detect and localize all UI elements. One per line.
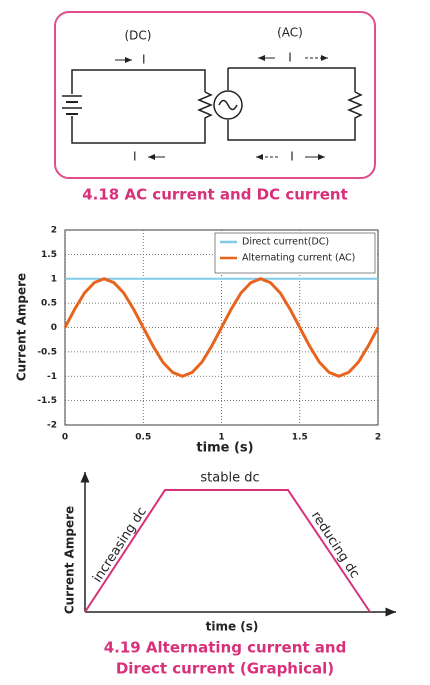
chart: -2 -1.5 -1 -0.5 0 0.5 1 1.5 2 0 0.5 1 1.5 2 Direct cur… (37, 226, 381, 443)
segment-label: reducing dc (308, 509, 362, 581)
segment-label: increasing dc (90, 505, 150, 586)
y-tick-label: 0.5 (41, 299, 57, 309)
current-label: I (290, 150, 294, 164)
figure-caption: 4.19 Alternating current and (104, 639, 347, 657)
figure-frame (54, 11, 376, 179)
dc-label: (DC) (125, 29, 152, 43)
y-axis-label: Current Ampere (63, 506, 77, 614)
x-tick-label: 2 (375, 433, 381, 443)
x-axis-label: time (s) (196, 441, 253, 456)
y-tick-label: 1 (51, 274, 57, 284)
x-axis-label: time (s) (206, 620, 259, 634)
current-label: I (288, 51, 292, 65)
figure-caption: 4.18 AC current and DC current (82, 186, 348, 204)
figure-caption: Direct current (Graphical) (116, 660, 334, 678)
current-label: I (142, 53, 146, 67)
y-tick-label: 2 (51, 226, 57, 236)
dc-circuit (62, 57, 213, 160)
y-tick-label: 0 (51, 323, 57, 333)
y-tick-label: -2 (47, 421, 57, 431)
segment-label: stable dc (200, 471, 259, 486)
legend-label: Alternating current (AC) (242, 253, 355, 264)
y-axis-label: Current Ampere (15, 273, 29, 381)
legend (214, 232, 376, 274)
x-tick-label: 0.5 (135, 433, 151, 443)
legend-label: Direct current(DC) (242, 237, 329, 248)
x-tick-label: 1.5 (292, 433, 308, 443)
series-line (63, 277, 380, 378)
x-tick-label: 0 (62, 433, 68, 443)
y-tick-label: -1.5 (37, 396, 57, 406)
y-tick-label: 1.5 (41, 250, 57, 260)
trapezoid-graph (80, 472, 396, 617)
current-label: I (133, 150, 137, 164)
y-tick-label: -1 (47, 372, 57, 382)
ac-circuit (213, 55, 363, 160)
x-tick-label: 1 (218, 433, 224, 443)
ac-label: (AC) (277, 26, 303, 40)
y-tick-label: -0.5 (37, 347, 57, 357)
